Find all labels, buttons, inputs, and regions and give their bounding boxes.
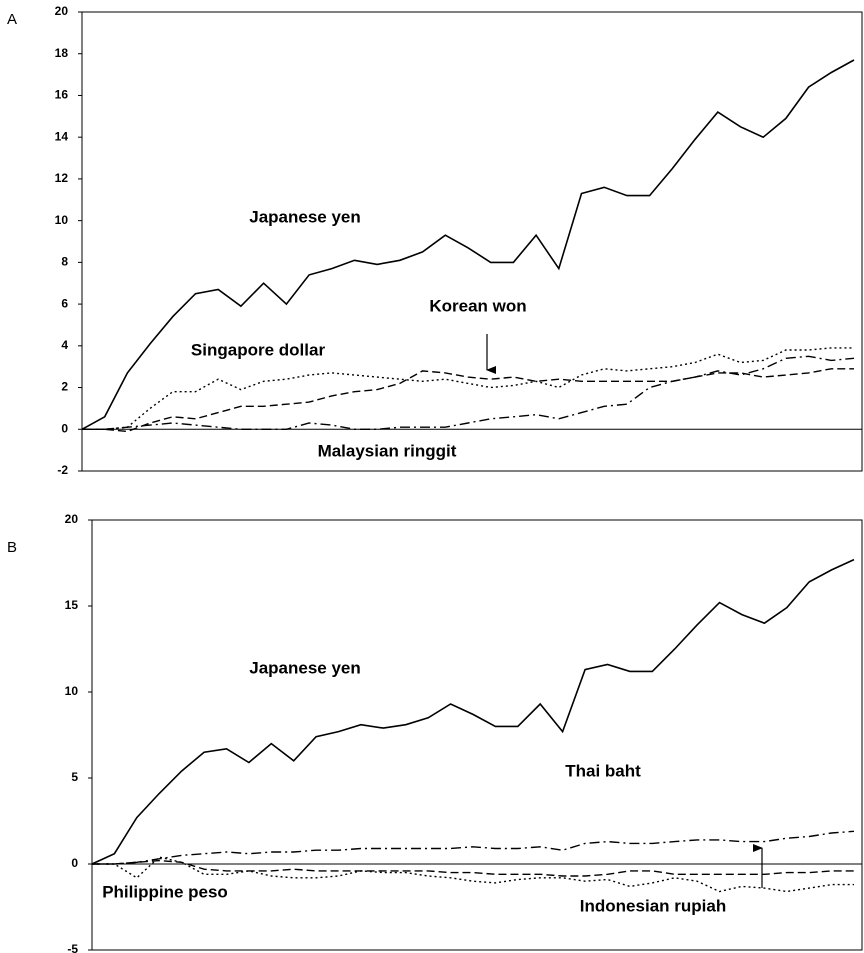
y-tick-label: 0 <box>71 856 78 870</box>
annotation: Japanese yen <box>249 658 361 677</box>
annotation: Korean won <box>429 296 526 315</box>
annotation: Japanese yen <box>249 207 361 226</box>
annotation: Philippine peso <box>102 882 228 901</box>
y-tick-label: 16 <box>55 88 69 102</box>
y-tick-label: -5 <box>67 942 78 953</box>
y-tick-label: 12 <box>55 171 69 185</box>
y-tick-label: 14 <box>55 129 69 143</box>
series-line <box>91 558 855 865</box>
y-tick-label: 15 <box>65 598 79 612</box>
annotation: Indonesian rupiah <box>580 896 726 915</box>
y-tick-label: 2 <box>61 380 68 394</box>
annotation: Thai baht <box>565 761 641 780</box>
series-line <box>92 830 855 865</box>
series-line <box>82 368 854 433</box>
series-line <box>81 59 855 431</box>
plot-frame <box>81 11 863 472</box>
series-line <box>82 355 855 430</box>
y-tick-label: 18 <box>55 46 69 60</box>
panel-label: B <box>7 539 17 556</box>
y-tick-label: 8 <box>61 255 68 269</box>
y-tick-label: 10 <box>65 684 79 698</box>
y-tick-label: 4 <box>61 338 68 352</box>
annotation: Malaysian ringgit <box>318 441 457 460</box>
series-line <box>92 859 854 877</box>
plot-frame <box>91 519 863 951</box>
y-tick-label: 20 <box>65 512 79 526</box>
panel-label: A <box>7 11 17 28</box>
y-tick-label: 10 <box>55 213 69 227</box>
y-tick-label: 6 <box>61 296 68 310</box>
y-tick-label: 0 <box>61 421 68 435</box>
series-line <box>82 347 854 430</box>
annotation: Singapore dollar <box>191 340 326 359</box>
y-tick-label: 20 <box>55 4 69 18</box>
y-tick-label: -2 <box>57 463 68 477</box>
y-tick-label: 5 <box>71 770 78 784</box>
